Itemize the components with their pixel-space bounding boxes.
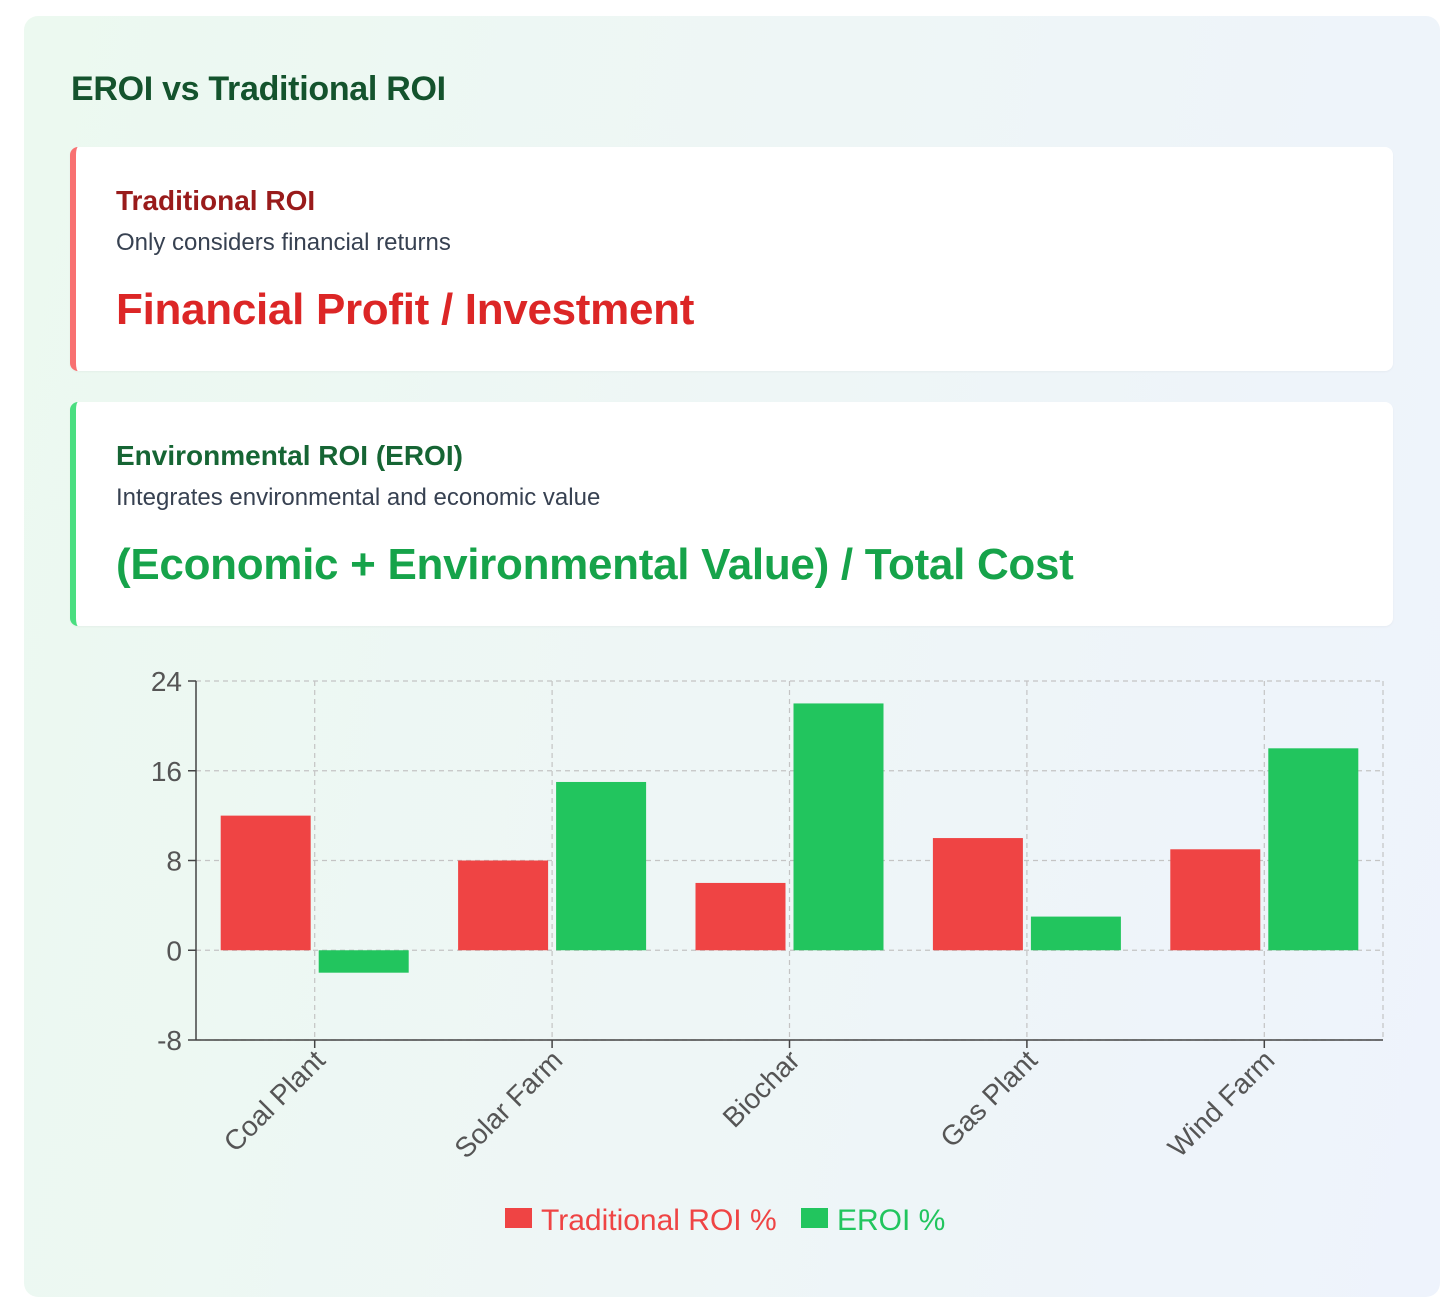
traditional-roi-title: Traditional ROI <box>116 185 316 216</box>
y-tick-label: 8 <box>166 846 182 877</box>
page-title: EROI vs Traditional ROI <box>71 70 446 108</box>
bar-eroi-solar-farm <box>556 781 647 951</box>
bar-traditional-roi-biochar <box>695 882 786 951</box>
x-tick-label: Wind Farm <box>1162 1044 1281 1163</box>
bar-traditional-roi-solar-farm <box>458 860 549 951</box>
legend-label-traditional-roi: Traditional ROI % <box>541 1204 777 1237</box>
x-tick-label: Solar Farm <box>449 1044 569 1164</box>
bar-eroi-gas-plant <box>1030 916 1121 951</box>
legend-swatch-eroi <box>801 1208 828 1228</box>
legend-swatch-traditional-roi <box>505 1208 532 1228</box>
traditional-roi-description: Only considers financial returns <box>116 229 451 256</box>
y-tick-label: 16 <box>151 756 182 787</box>
bar-traditional-roi-coal-plant <box>220 815 311 951</box>
x-tick-label: Coal Plant <box>218 1044 331 1157</box>
traditional-roi-card: Traditional ROI Only considers financial… <box>70 147 1393 371</box>
bar-eroi-biochar <box>793 703 884 951</box>
y-tick-label: 24 <box>151 666 182 697</box>
bar-traditional-roi-gas-plant <box>932 838 1023 951</box>
eroi-formula: (Economic + Environmental Value) / Total… <box>116 540 1074 589</box>
bar-eroi-coal-plant <box>318 950 409 973</box>
x-tick-label: Gas Plant <box>934 1044 1043 1153</box>
bar-traditional-roi-wind-farm <box>1170 849 1261 951</box>
y-tick-label: -8 <box>157 1025 182 1056</box>
legend-label-eroi: EROI % <box>837 1204 945 1237</box>
eroi-card: Environmental ROI (EROI) Integrates envi… <box>70 402 1393 626</box>
x-tick-label: Biochar <box>717 1044 806 1133</box>
eroi-title: Environmental ROI (EROI) <box>116 440 463 471</box>
eroi-description: Integrates environmental and economic va… <box>116 484 601 511</box>
y-tick-label: 0 <box>166 935 182 966</box>
bar-eroi-wind-farm <box>1268 748 1359 951</box>
traditional-roi-formula: Financial Profit / Investment <box>116 285 695 334</box>
